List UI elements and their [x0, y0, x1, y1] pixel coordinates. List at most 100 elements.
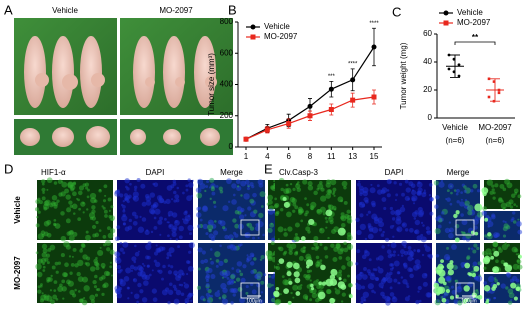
texture [66, 207, 72, 213]
texture [46, 232, 52, 238]
texture [498, 197, 503, 202]
texture [506, 225, 511, 230]
texture [357, 182, 361, 187]
texture [341, 223, 346, 228]
texture [378, 255, 384, 261]
row-label: MO-2097 [13, 256, 22, 290]
texture [210, 237, 215, 242]
texture [41, 196, 46, 201]
texture [377, 217, 383, 223]
texture [180, 292, 185, 297]
texture [341, 265, 346, 270]
texture [346, 232, 352, 237]
texture [204, 189, 207, 193]
texture [423, 191, 427, 195]
texture [207, 219, 214, 226]
texture [389, 206, 394, 211]
column-title: HIF1-α [41, 168, 66, 177]
texture [317, 291, 326, 300]
texture [64, 188, 70, 194]
texture [282, 279, 289, 286]
texture [197, 178, 204, 185]
texture [305, 259, 314, 267]
texture [343, 241, 347, 246]
texture [240, 180, 247, 187]
texture [330, 179, 337, 186]
texture [41, 187, 46, 192]
texture [131, 256, 137, 262]
texture [346, 218, 353, 224]
texture [417, 181, 421, 185]
texture [173, 270, 179, 276]
texture [455, 294, 459, 298]
texture [145, 200, 152, 206]
scale-bar-label: 100μm [246, 298, 261, 304]
texture [223, 258, 229, 264]
texture [454, 237, 460, 243]
texture [108, 214, 112, 219]
texture [483, 285, 491, 292]
texture [482, 206, 487, 211]
texture [95, 220, 99, 225]
texture [109, 261, 112, 264]
texture [304, 295, 308, 299]
texture [91, 209, 96, 214]
texture [277, 238, 280, 241]
texture [495, 259, 499, 264]
texture [313, 241, 318, 247]
texture [463, 185, 467, 189]
texture [120, 203, 124, 207]
texture [327, 204, 332, 208]
texture [511, 193, 516, 198]
texture [206, 299, 211, 304]
texture [101, 292, 105, 297]
texture [249, 252, 255, 258]
texture [175, 198, 180, 203]
roi-box [240, 282, 260, 299]
texture [306, 265, 310, 269]
texture [144, 229, 150, 236]
texture [128, 218, 132, 223]
legend-marker [443, 10, 449, 16]
texture [302, 246, 306, 249]
texture [320, 264, 326, 271]
texture [376, 184, 380, 188]
texture [178, 235, 183, 240]
texture [78, 185, 85, 191]
texture [380, 233, 385, 237]
texture [306, 203, 310, 207]
panel-label: A [4, 2, 13, 17]
texture [506, 272, 512, 278]
texture [501, 243, 508, 251]
texture [62, 297, 65, 300]
texture [423, 189, 426, 192]
texture [173, 298, 180, 305]
texture [69, 271, 73, 275]
texture [484, 297, 488, 300]
texture [400, 276, 404, 279]
texture [207, 224, 214, 231]
texture [387, 244, 390, 247]
texture [413, 249, 416, 252]
texture [286, 243, 292, 249]
texture [35, 251, 39, 255]
texture [414, 219, 421, 226]
texture [159, 216, 163, 221]
texture [297, 285, 302, 291]
texture [407, 246, 412, 250]
texture [164, 287, 170, 292]
texture [42, 265, 46, 269]
texture [356, 249, 361, 254]
texture [387, 253, 392, 259]
texture [324, 255, 329, 259]
texture [401, 240, 407, 247]
texture [394, 209, 401, 217]
texture [502, 220, 505, 223]
texture [46, 261, 50, 265]
texture [287, 300, 292, 305]
texture [46, 177, 53, 184]
texture [177, 274, 182, 279]
texture [197, 224, 201, 229]
texture [369, 274, 376, 281]
texture [461, 231, 467, 237]
